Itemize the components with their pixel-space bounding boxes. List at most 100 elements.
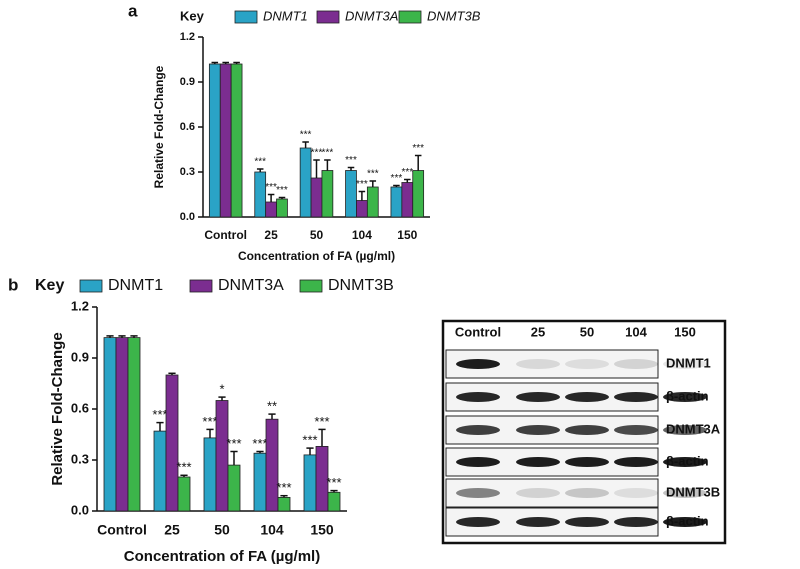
error-bar [280,494,288,498]
significance-label: ** [267,399,277,414]
bar [265,418,279,512]
bar [215,400,229,512]
blot-band [565,517,609,527]
significance-label: *** [401,167,413,178]
bar [401,182,414,218]
legend-title: Key [35,277,64,294]
bar [103,337,117,512]
bar [276,198,288,218]
x-tick-label: 104 [352,228,372,242]
significance-label: *** [300,130,312,141]
blot-column-label: 150 [674,324,696,339]
blot-band [456,359,500,369]
error-bar [233,61,240,64]
legend-title: Key [180,8,205,23]
bar [208,63,221,218]
legend-swatch [316,10,340,24]
blot-band [456,457,500,467]
legend-swatch [398,10,422,24]
blot-band [565,359,609,369]
blot-row-label: DNMT1 [666,355,711,370]
significance-label: *** [176,460,191,475]
bar [265,201,277,218]
x-tick-label: 25 [164,522,180,538]
x-tick-label: Control [204,228,247,242]
blot-frame [441,319,727,545]
x-tick-label: 150 [397,228,417,242]
error-bar [130,335,138,338]
bar [127,337,141,512]
error-bar [180,474,188,477]
error-bar [404,178,411,183]
blot-band [565,392,609,402]
error-bar [306,447,314,455]
bar [366,186,379,218]
y-tick-label: 0.6 [71,400,89,415]
error-bar [206,428,214,438]
blot-column-label: 104 [625,324,647,339]
bar [390,186,403,218]
x-tick-label: 150 [310,522,334,538]
significance-label: *** [202,414,217,429]
bar [345,170,357,218]
blot-row-label: β-actin [666,453,709,468]
y-tick-label: 0.3 [180,166,195,178]
blot-column-label: 25 [531,324,545,339]
significance-label: *** [391,173,403,184]
bar [177,476,191,512]
blot-band [516,425,560,435]
y-tick-label: 0.9 [71,349,89,364]
bar [412,170,425,218]
error-bar [222,61,229,64]
blot-band [516,517,560,527]
blot-band [614,457,658,467]
error-bar [230,450,238,466]
bar [115,337,129,512]
y-tick-label: 0.6 [180,121,195,133]
error-bar [369,180,377,187]
blot-band [663,517,707,527]
significance-label: *** [252,436,267,451]
bar [303,454,317,512]
significance-label: *** [356,179,368,190]
blot-band [614,425,658,435]
error-bar [268,413,276,420]
error-bar [414,154,422,171]
legend-swatch [234,10,258,24]
error-bar [106,335,114,338]
panel-label: b [8,275,18,294]
error-bar [118,335,126,338]
error-bar [256,450,264,454]
blot-column-label: 50 [580,324,594,339]
bar [254,171,267,218]
bar [227,464,241,512]
blot-column-label: Control [455,324,501,339]
significance-label: *** [276,185,288,196]
x-axis-label: Concentration of FA (µg/ml) [238,249,395,263]
blot-band [456,392,500,402]
error-bar [358,190,366,201]
legend-label: DNMT3A [218,277,284,294]
error-bar [256,168,264,172]
blot-row-label: DNMT3A [666,421,721,436]
significance-label: * [219,382,224,397]
error-bar [168,372,176,375]
error-bar [211,61,219,64]
significance-label: *** [276,480,291,495]
blot-band [516,392,560,402]
bar [310,177,323,218]
error-bar [324,159,331,171]
blot-band [565,488,609,498]
legend-swatch [189,279,213,293]
significance-label: *** [345,155,357,166]
blot-band [456,517,500,527]
panel-label: a [128,1,138,20]
blot-band [614,359,658,369]
y-tick-label: 1.2 [180,31,195,43]
bar [299,147,312,218]
legend-swatch [299,279,323,293]
x-axis-label: Concentration of FA (µg/ml) [124,548,320,565]
blot-band [565,425,609,435]
